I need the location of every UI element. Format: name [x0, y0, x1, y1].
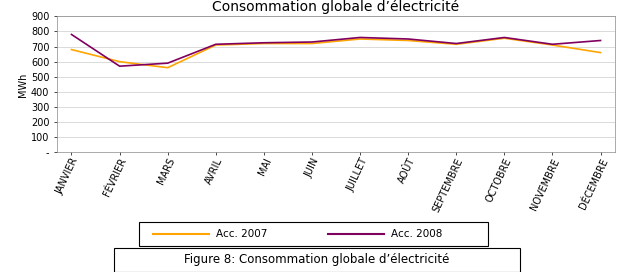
- Y-axis label: MWh: MWh: [18, 72, 28, 97]
- FancyBboxPatch shape: [114, 248, 520, 272]
- Title: Consommation globale d’électricité: Consommation globale d’électricité: [212, 0, 460, 14]
- Text: Figure 8: Consommation globale d’électricité: Figure 8: Consommation globale d’électri…: [184, 253, 450, 266]
- FancyBboxPatch shape: [139, 222, 488, 246]
- Text: Acc. 2008: Acc. 2008: [391, 229, 442, 239]
- Text: Acc. 2007: Acc. 2007: [216, 229, 268, 239]
